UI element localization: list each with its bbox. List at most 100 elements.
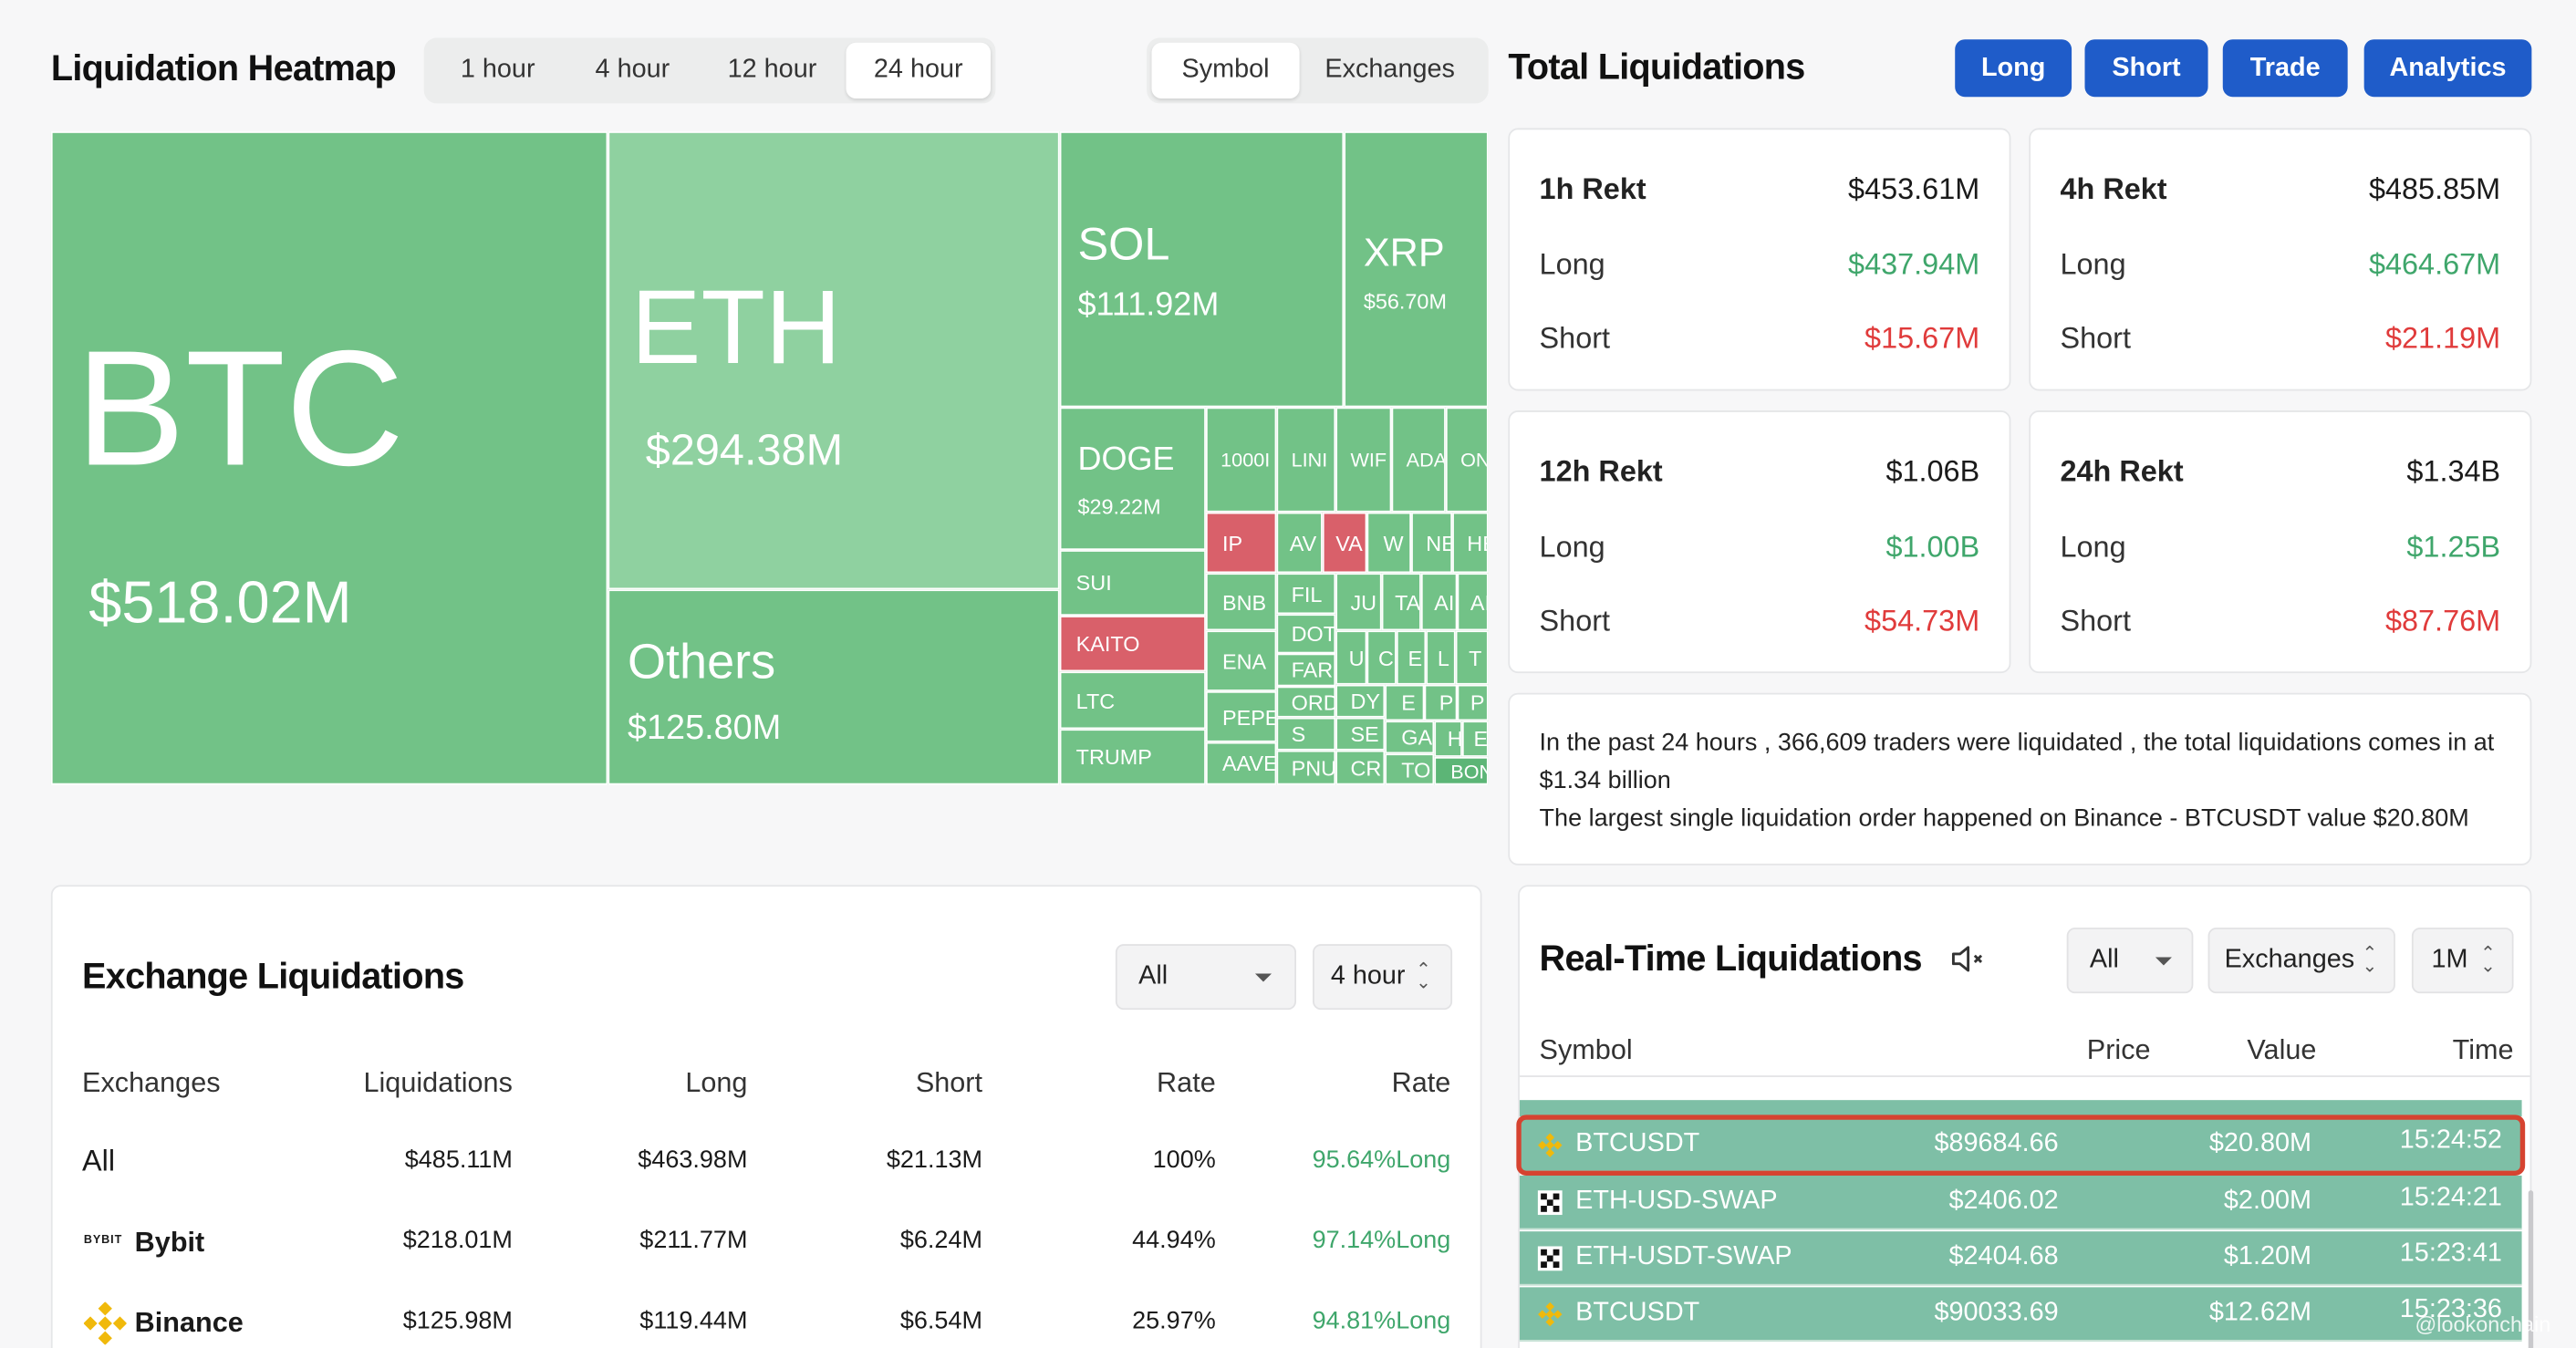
tile-aave[interactable]: AAVE <box>1205 741 1277 785</box>
table-row-highlighted[interactable]: BTCUSDT $89684.66 $20.80M 15:24:52 <box>1516 1115 2526 1176</box>
tile-to[interactable]: TO <box>1385 753 1435 785</box>
bybit-logo-icon: BYBIT <box>83 1234 123 1247</box>
long-value: $437.94M <box>1848 247 1980 281</box>
binance-icon <box>1538 1133 1563 1157</box>
tile-symbol: S <box>1291 721 1306 747</box>
select-value: Exchanges <box>2224 945 2355 974</box>
tile-ada[interactable]: ADA <box>1391 407 1446 513</box>
tile-value: $56.70M <box>1363 288 1447 314</box>
tile-sui[interactable]: SUI <box>1059 550 1206 617</box>
realtime-min-select[interactable]: 1M ⌃ ⌄ <box>2411 928 2514 994</box>
tile-bnb[interactable]: BNB <box>1205 573 1277 631</box>
tab-1-hour[interactable]: 1 hour <box>460 56 535 84</box>
tile-symbol: AI <box>1470 589 1487 615</box>
tile-e[interactable]: E <box>1396 630 1427 685</box>
tile-p[interactable]: P <box>1424 684 1458 721</box>
realtime-exchanges-select[interactable]: Exchanges ⌃ ⌄ <box>2207 928 2395 994</box>
tile-symbol: H <box>1447 726 1462 752</box>
scrollbar[interactable] <box>2528 1190 2534 1348</box>
tile-ai-1[interactable]: AI <box>1420 573 1458 631</box>
analytics-button[interactable]: Analytics <box>2363 39 2532 98</box>
tile-symbol: AI <box>1434 589 1455 615</box>
tile-avax[interactable]: AV <box>1276 512 1323 574</box>
tile-btc[interactable]: BTC $518.02M <box>50 131 608 785</box>
tab-12-hour[interactable]: 12 hour <box>727 56 817 84</box>
tile-se[interactable]: SE <box>1335 717 1386 751</box>
tile-ta[interactable]: TA <box>1381 573 1421 631</box>
tile-symbol: W <box>1383 530 1404 555</box>
rekt-total: $453.61M <box>1848 172 1980 206</box>
tile-p2[interactable]: P <box>1457 684 1489 721</box>
tile-he[interactable]: HE <box>1452 512 1489 574</box>
tile-e3[interactable]: E <box>1461 721 1489 757</box>
table-row[interactable]: BYBIT Bybit $218.01M $211.77M $6.24M 44.… <box>53 1227 1480 1276</box>
tile-symbol: BTC <box>75 316 405 502</box>
tile-h[interactable]: H <box>1434 721 1462 757</box>
tile-ga[interactable]: GA <box>1385 721 1435 754</box>
tile-s[interactable]: S <box>1276 717 1336 751</box>
tile-ne[interactable]: NE <box>1411 512 1453 574</box>
tile-symbol: SE <box>1350 721 1379 747</box>
table-row[interactable]: All $485.11M $463.98M $21.13M 100% 95.64… <box>53 1145 1480 1196</box>
tile-pnut[interactable]: PNU <box>1276 750 1336 785</box>
table-row[interactable]: ETH-USD-SWAP $2406.02 $2.00M 15:24:21 <box>1519 1175 2522 1230</box>
tile-c[interactable]: C <box>1366 630 1397 685</box>
tile-doge[interactable]: DOGE $29.22M <box>1059 407 1206 551</box>
tab-4-hour[interactable]: 4 hour <box>595 56 670 84</box>
tile-ondo[interactable]: ONI <box>1445 407 1489 513</box>
tile-cr[interactable]: CR <box>1335 750 1386 785</box>
tile-ord[interactable]: ORD <box>1276 686 1336 718</box>
table-row[interactable]: BTCUSDT $90033.69 $12.62M 15:23:36 <box>1519 1287 2522 1342</box>
tile-va[interactable]: VA <box>1322 512 1367 574</box>
rekt-label: 24h Rekt <box>2060 454 2184 488</box>
tile-dy[interactable]: DY <box>1335 684 1386 718</box>
exchange-filter-select[interactable]: All <box>1115 944 1297 1011</box>
tile-ju[interactable]: JU <box>1335 573 1382 631</box>
value: $20.80M <box>2208 1129 2312 1158</box>
tile-ip[interactable]: IP <box>1205 512 1277 574</box>
trade-button[interactable]: Trade <box>2222 39 2348 98</box>
tile-trump[interactable]: TRUMP <box>1059 729 1206 785</box>
exchange-period-select[interactable]: 4 hour ⌃ ⌄ <box>1313 944 1453 1011</box>
tile-symbol: SOL <box>1077 218 1170 270</box>
tile-bon[interactable]: BON <box>1434 756 1489 785</box>
tile-l[interactable]: L <box>1426 630 1456 685</box>
tile-symbol: BON <box>1450 759 1487 783</box>
tile-eth[interactable]: ETH $294.38M <box>608 131 1060 590</box>
tile-fil[interactable]: FIL <box>1276 573 1336 615</box>
tile-symbol: AV <box>1289 530 1317 555</box>
tile-symbol: NE <box>1426 530 1450 555</box>
tab-24-hour[interactable]: 24 hour <box>846 42 992 99</box>
tile-sol[interactable]: SOL $111.92M <box>1059 131 1345 408</box>
tile-symbol: DOGE <box>1077 441 1175 478</box>
exchange-liquidations-panel: Exchange Liquidations All 4 hour ⌃ ⌄ Exch… <box>50 885 1482 1348</box>
realtime-filter-select[interactable]: All <box>2066 928 2194 994</box>
okx-icon <box>1537 1190 1563 1216</box>
tile-ena[interactable]: ENA <box>1205 630 1277 691</box>
tile-u[interactable]: U <box>1335 630 1367 685</box>
tile-1000[interactable]: 1000I <box>1205 407 1277 513</box>
tile-dot[interactable]: DOT <box>1276 614 1336 654</box>
tab-exchanges[interactable]: Exchanges <box>1324 56 1455 84</box>
symbol: BTCUSDT <box>1575 1129 1700 1158</box>
long-button[interactable]: Long <box>1955 39 2072 98</box>
tile-xrp[interactable]: XRP $56.70M <box>1344 131 1489 408</box>
tile-e2[interactable]: E <box>1385 684 1425 721</box>
mute-icon[interactable] <box>1950 944 1987 973</box>
tile-t[interactable]: T <box>1455 630 1489 685</box>
tile-far[interactable]: FAR <box>1276 653 1336 687</box>
short-button[interactable]: Short <box>2084 39 2208 98</box>
tile-others[interactable]: Others $125.80M <box>608 589 1060 785</box>
tile-pepe[interactable]: PEPE <box>1205 690 1277 742</box>
rate-value: 44.94% <box>1132 1226 1216 1255</box>
table-row[interactable]: Binance $125.98M $119.44M $6.54M 25.97% … <box>53 1301 1480 1348</box>
table-row[interactable]: ETH-USDT-SWAP $2404.68 $1.20M 15:23:41 <box>1519 1231 2522 1286</box>
tile-ltc[interactable]: LTC <box>1059 671 1206 730</box>
tile-ai-2[interactable]: AI <box>1457 573 1489 631</box>
tile-wif[interactable]: WIF <box>1335 407 1392 513</box>
tab-symbol[interactable]: Symbol <box>1151 42 1300 99</box>
rekt-card-1h: 1h Rekt $453.61M Long $437.94M Short $15.67… <box>1508 128 2011 391</box>
tile-kaito[interactable]: KAITO <box>1059 616 1206 672</box>
tile-w[interactable]: W <box>1366 512 1412 574</box>
tile-link[interactable]: LINI <box>1276 407 1336 513</box>
